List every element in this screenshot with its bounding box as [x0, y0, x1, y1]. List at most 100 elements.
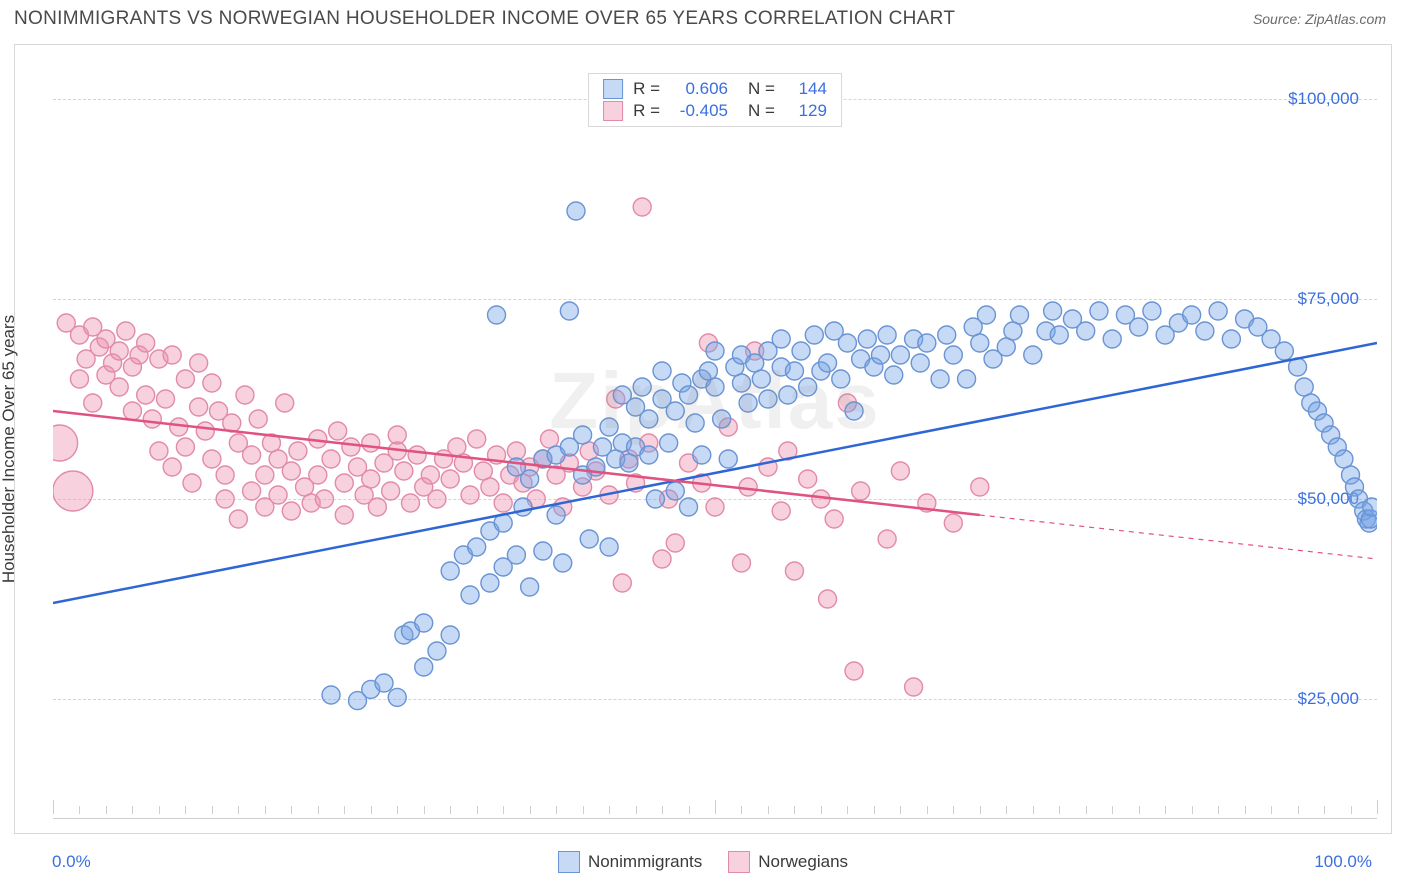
scatter-point — [534, 542, 552, 560]
scatter-point — [805, 326, 823, 344]
scatter-point — [845, 662, 863, 680]
scatter-point — [441, 470, 459, 488]
scatter-point — [481, 574, 499, 592]
scatter-point — [1295, 378, 1313, 396]
scatter-point — [216, 490, 234, 508]
scatter-point — [686, 414, 704, 432]
scatter-point — [772, 502, 790, 520]
scatter-point — [441, 626, 459, 644]
scatter-point — [84, 394, 102, 412]
scatter-point — [269, 486, 287, 504]
y-axis-label: Householder Income Over 65 years — [0, 315, 19, 583]
trend-line-extrapolated — [980, 515, 1377, 559]
scatter-point — [832, 370, 850, 388]
scatter-point — [944, 346, 962, 364]
scatter-point — [633, 198, 651, 216]
scatter-point — [216, 466, 234, 484]
scatter-point — [282, 502, 300, 520]
legend-item-norwegians: Norwegians — [728, 851, 848, 873]
scatter-point — [560, 302, 578, 320]
scatter-point — [885, 366, 903, 384]
scatter-point — [739, 478, 757, 496]
scatter-point — [488, 306, 506, 324]
legend-label-norwegians: Norwegians — [758, 852, 848, 872]
scatter-point — [666, 402, 684, 420]
scatter-point — [461, 486, 479, 504]
r-value-norwegians: -0.405 — [670, 101, 728, 121]
scatter-point — [1196, 322, 1214, 340]
scatter-point — [150, 442, 168, 460]
scatter-point — [845, 402, 863, 420]
x-axis-min-label: 0.0% — [52, 852, 91, 872]
scatter-point — [653, 362, 671, 380]
scatter-point — [368, 498, 386, 516]
scatter-point — [838, 334, 856, 352]
scatter-point — [918, 334, 936, 352]
legend-item-nonimmigrants: Nonimmigrants — [558, 851, 702, 873]
stats-row-nonimmigrants: R = 0.606 N = 144 — [603, 78, 827, 100]
scatter-point — [779, 386, 797, 404]
scatter-point — [70, 370, 88, 388]
n-value-nonimmigrants: 144 — [785, 79, 827, 99]
scatter-point — [872, 346, 890, 364]
scatter-point — [1050, 326, 1068, 344]
scatter-point — [276, 394, 294, 412]
legend-swatch-norwegians — [728, 851, 750, 873]
scatter-point — [388, 688, 406, 706]
scatter-point — [507, 442, 525, 460]
legend-label-nonimmigrants: Nonimmigrants — [588, 852, 702, 872]
scatter-point — [362, 434, 380, 452]
scatter-point — [190, 398, 208, 416]
scatter-point — [819, 590, 837, 608]
scatter-point — [541, 430, 559, 448]
scatter-point — [878, 326, 896, 344]
scatter-point — [388, 426, 406, 444]
scatter-point — [342, 438, 360, 456]
scatter-point — [329, 422, 347, 440]
scatter-point — [1044, 302, 1062, 320]
stats-row-norwegians: R = -0.405 N = 129 — [603, 100, 827, 122]
scatter-point — [706, 378, 724, 396]
scatter-point — [931, 370, 949, 388]
scatter-point — [1222, 330, 1240, 348]
scatter-point — [706, 342, 724, 360]
scatter-point — [375, 674, 393, 692]
scatter-point — [633, 378, 651, 396]
scatter-point — [521, 578, 539, 596]
scatter-point — [1130, 318, 1148, 336]
chart-header: NONIMMIGRANTS VS NORWEGIAN HOUSEHOLDER I… — [0, 0, 1406, 36]
scatter-point — [448, 438, 466, 456]
scatter-point — [613, 574, 631, 592]
scatter-point — [494, 494, 512, 512]
scatter-point — [1077, 322, 1095, 340]
scatter-point — [574, 426, 592, 444]
legend-swatch-nonimmigrants — [558, 851, 580, 873]
scatter-point — [408, 446, 426, 464]
scatter-point — [666, 482, 684, 500]
scatter-point — [157, 390, 175, 408]
scatter-point — [474, 462, 492, 480]
scatter-point — [249, 410, 267, 428]
scatter-point — [580, 530, 598, 548]
scatter-point — [660, 434, 678, 452]
scatter-point — [1143, 302, 1161, 320]
scatter-point — [680, 386, 698, 404]
scatter-point — [256, 466, 274, 484]
scatter-point — [137, 334, 155, 352]
scatter-point — [335, 506, 353, 524]
scatter-point — [243, 446, 261, 464]
scatter-point — [243, 482, 261, 500]
scatter-point — [282, 462, 300, 480]
scatter-point — [759, 390, 777, 408]
scatter-point — [395, 462, 413, 480]
trend-line — [53, 411, 980, 515]
scatter-point — [825, 510, 843, 528]
scatter-point — [322, 686, 340, 704]
scatter-point — [1275, 342, 1293, 360]
scatter-point — [699, 362, 717, 380]
scatter-point — [772, 330, 790, 348]
scatter-point — [971, 478, 989, 496]
scatter-point — [441, 562, 459, 580]
scatter-point — [176, 370, 194, 388]
scatter-point — [514, 498, 532, 516]
